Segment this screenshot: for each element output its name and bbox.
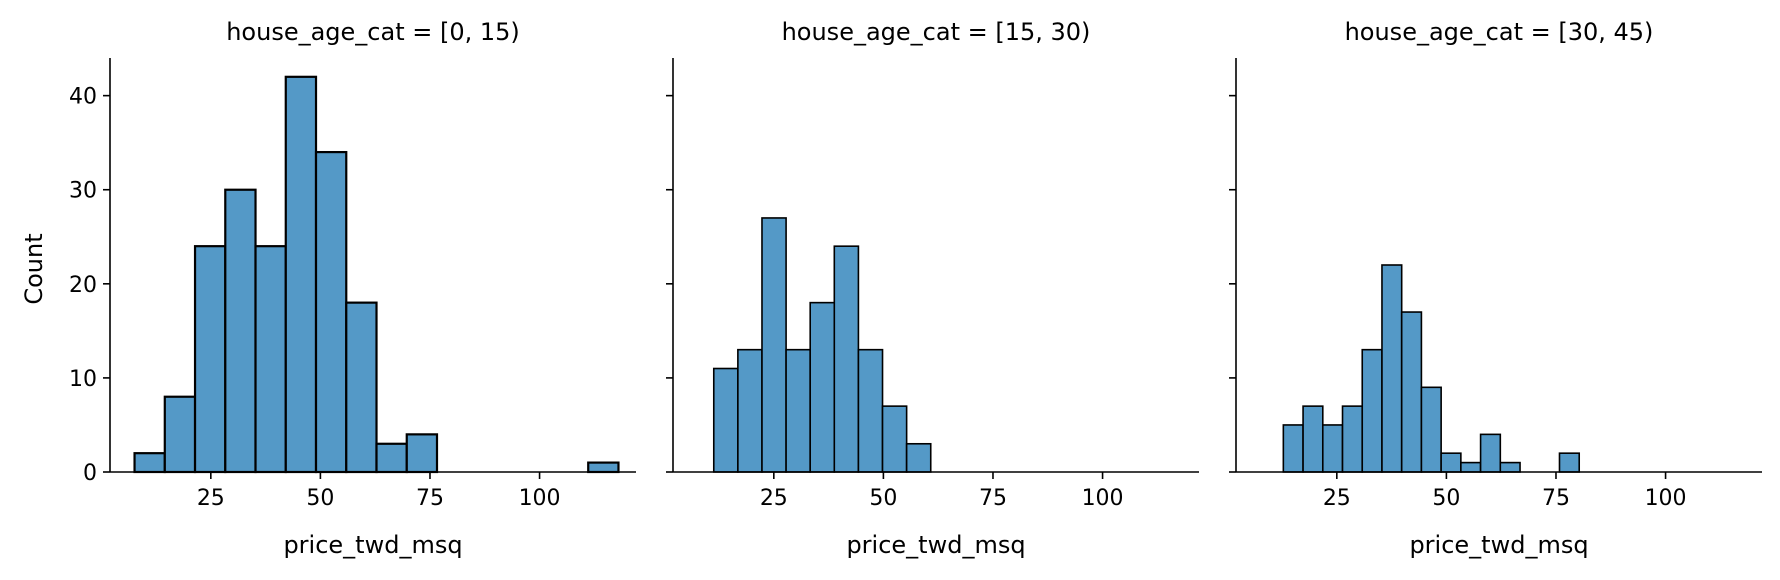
y-tick-label: 0 [83,461,97,486]
x-tick-label: 25 [1323,486,1351,511]
x-axis-label: price_twd_msq [846,531,1025,559]
histogram-bar [712,367,739,473]
histogram-bar [375,442,408,474]
histogram-bars [1282,264,1581,473]
histogram-bar [133,452,166,474]
histogram-bars [712,217,932,473]
x-tick-label: 75 [1542,486,1570,511]
histogram-bar [193,245,227,474]
x-tick-label: 100 [519,486,561,511]
histogram-bar [284,75,318,474]
x-tick-label: 100 [1082,486,1124,511]
histogram-bar [345,301,378,474]
panel-3: house_age_cat = [30, 45) 25 50 75 100 price_t… [1229,18,1762,559]
panel-2: house_age_cat = [15, 30) 25 50 75 100 price_t… [666,18,1199,559]
x-tick-label: 50 [306,486,334,511]
x-tick-label: 50 [869,486,897,511]
histogram-bars [133,75,620,474]
histogram-bar [1558,452,1581,473]
panels: house_age_cat = [0, 15) 0 10 20 30 40 25 50 75 10… [69,18,1762,559]
y-tick-label: 30 [69,179,97,204]
histogram-bar [761,217,787,473]
histogram-bar [224,188,257,474]
histogram-bar [254,245,287,474]
x-tick-label: 25 [197,486,225,511]
histogram-bar [1341,405,1364,473]
histogram-bar [1460,461,1482,473]
x-axis-label: price_twd_msq [283,531,462,559]
histogram-bar [163,395,197,474]
y-tick-label: 20 [69,273,97,298]
histogram-bar [1420,386,1442,473]
histogram-bar [1302,405,1324,473]
histogram-bar [905,442,932,473]
panel-title: house_age_cat = [0, 15) [226,18,520,46]
histogram-bar [881,405,908,473]
y-axis-label: Count [20,233,48,304]
histogram-bar [587,461,620,474]
histogram-bar [1479,433,1502,473]
histogram-bar [1361,348,1383,473]
histogram-bar [737,348,763,473]
x-tick-label: 75 [416,486,444,511]
histogram-bar [1282,424,1304,473]
histogram-bar [1440,452,1462,473]
x-tick-label: 25 [760,486,788,511]
histogram-bar [857,348,884,473]
histogram-bar [405,433,439,474]
x-tick-label: 100 [1645,486,1687,511]
panel-1: house_age_cat = [0, 15) 0 10 20 30 40 25 50 75 10… [69,18,636,559]
y-tick-label: 10 [69,367,97,392]
x-tick-label: 75 [979,486,1007,511]
histogram-bar [1400,311,1423,473]
histogram-bar [1381,264,1403,473]
panel-title: house_age_cat = [30, 45) [1345,18,1654,46]
x-axis-label: price_twd_msq [1409,531,1588,559]
histogram-bar [314,150,348,474]
histogram-bar [833,245,860,473]
panel-title: house_age_cat = [15, 30) [782,18,1091,46]
histogram-bar [809,301,836,473]
histogram-bar [1321,424,1344,473]
x-tick-label: 50 [1432,486,1460,511]
histogram-bar [785,348,811,473]
y-tick-label: 40 [69,85,97,110]
histogram-bar [1499,461,1521,473]
